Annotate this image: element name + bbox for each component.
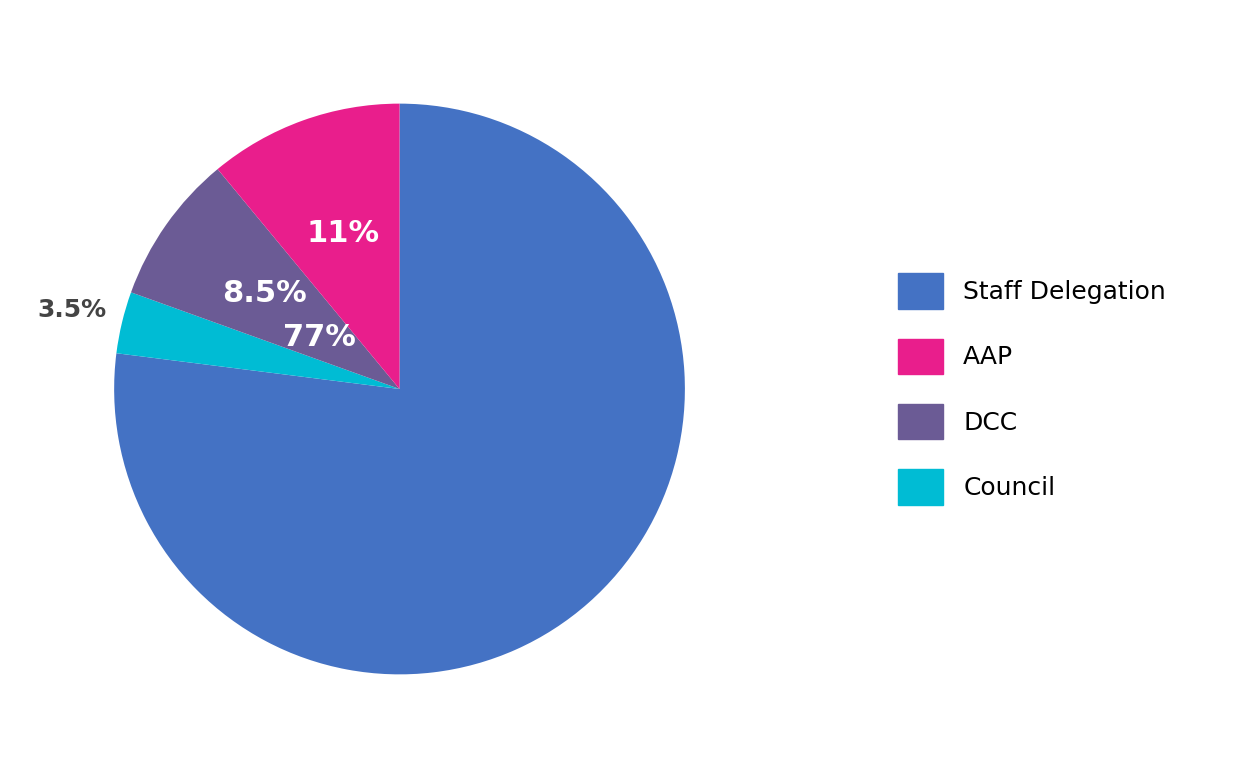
- Wedge shape: [115, 103, 685, 675]
- Wedge shape: [131, 169, 399, 389]
- Text: 8.5%: 8.5%: [222, 279, 306, 308]
- Legend: Staff Delegation, AAP, DCC, Council: Staff Delegation, AAP, DCC, Council: [886, 261, 1178, 517]
- Text: 3.5%: 3.5%: [38, 299, 107, 322]
- Wedge shape: [116, 293, 399, 389]
- Text: 77%: 77%: [283, 323, 356, 352]
- Wedge shape: [218, 103, 399, 389]
- Text: 11%: 11%: [307, 219, 380, 247]
